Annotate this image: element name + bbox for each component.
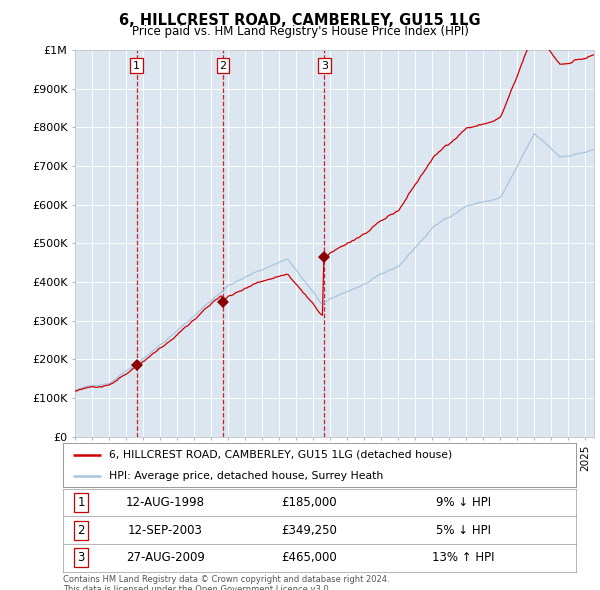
Text: £185,000: £185,000: [281, 496, 337, 509]
Text: 12-AUG-1998: 12-AUG-1998: [126, 496, 205, 509]
Text: 27-AUG-2009: 27-AUG-2009: [126, 551, 205, 565]
Text: Price paid vs. HM Land Registry's House Price Index (HPI): Price paid vs. HM Land Registry's House …: [131, 25, 469, 38]
Text: £349,250: £349,250: [281, 523, 337, 537]
Text: £465,000: £465,000: [281, 551, 337, 565]
Text: 3: 3: [77, 551, 85, 565]
Text: 13% ↑ HPI: 13% ↑ HPI: [432, 551, 494, 565]
Text: HPI: Average price, detached house, Surrey Heath: HPI: Average price, detached house, Surr…: [109, 471, 383, 481]
Text: 2: 2: [220, 61, 227, 71]
Text: Contains HM Land Registry data © Crown copyright and database right 2024.
This d: Contains HM Land Registry data © Crown c…: [63, 575, 389, 590]
Text: 6, HILLCREST ROAD, CAMBERLEY, GU15 1LG: 6, HILLCREST ROAD, CAMBERLEY, GU15 1LG: [119, 13, 481, 28]
Text: 12-SEP-2003: 12-SEP-2003: [128, 523, 203, 537]
Text: 2: 2: [77, 523, 85, 537]
Text: 3: 3: [321, 61, 328, 71]
Text: 9% ↓ HPI: 9% ↓ HPI: [436, 496, 491, 509]
Text: 1: 1: [77, 496, 85, 509]
Text: 5% ↓ HPI: 5% ↓ HPI: [436, 523, 491, 537]
Text: 6, HILLCREST ROAD, CAMBERLEY, GU15 1LG (detached house): 6, HILLCREST ROAD, CAMBERLEY, GU15 1LG (…: [109, 450, 452, 460]
Text: 1: 1: [133, 61, 140, 71]
